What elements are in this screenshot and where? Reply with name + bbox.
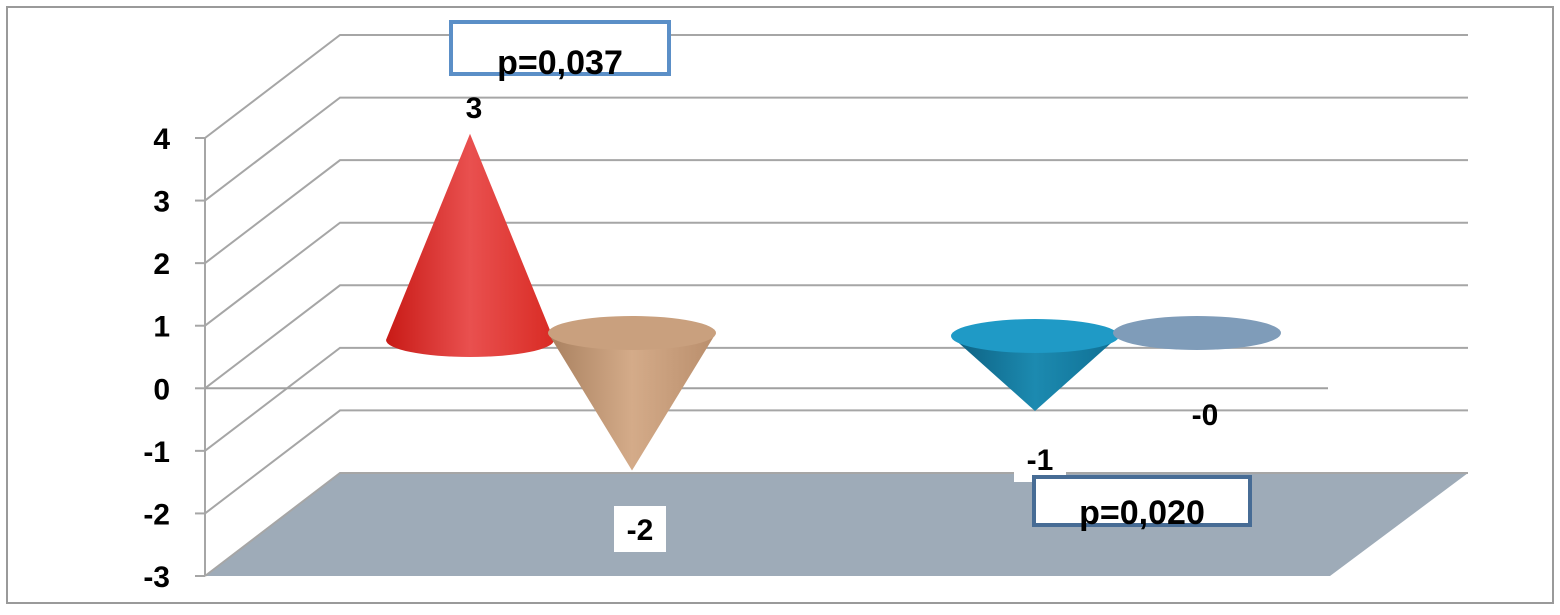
annotation-p2-text: p=0,020 [1079, 494, 1205, 532]
cone-base [548, 316, 716, 350]
y-tick-label: -1 [143, 436, 170, 469]
annotation-p2: p=0,020 [1032, 475, 1252, 532]
data-label: -1 [1027, 444, 1054, 477]
gridline [204, 284, 1468, 390]
data-label-bg [1014, 436, 1066, 482]
y-tick-label: 0 [153, 373, 170, 406]
y-tick-label: 1 [153, 311, 170, 344]
y-tick-label: 4 [153, 123, 170, 156]
annotation-p1: p=0,037 [449, 20, 671, 82]
cone-0 [386, 133, 554, 357]
data-label: -0 [1192, 399, 1219, 432]
floor [205, 473, 1468, 576]
y-tick-label: -3 [143, 561, 170, 594]
gridline [204, 159, 1468, 264]
cone-body [386, 133, 554, 357]
gridline [204, 409, 1468, 515]
gridline [204, 34, 1468, 139]
annotation-p1-text: p=0,037 [497, 44, 623, 82]
gridline [204, 96, 1468, 202]
cone-base [951, 319, 1119, 353]
data-label-bg [614, 506, 666, 552]
data-label: 3 [466, 92, 483, 125]
y-tick-label: -2 [143, 498, 170, 531]
cone-base [1113, 316, 1281, 350]
cone-1 [548, 316, 716, 471]
cone-body [548, 333, 716, 471]
gridline [204, 472, 1468, 577]
y-tick-label: 3 [153, 186, 170, 219]
cone-2 [951, 319, 1119, 411]
gridline [204, 221, 1468, 327]
cone-body [951, 336, 1119, 411]
y-tick-label: 2 [153, 248, 170, 281]
cone-3 [1113, 316, 1281, 350]
data-label: -2 [627, 514, 654, 547]
